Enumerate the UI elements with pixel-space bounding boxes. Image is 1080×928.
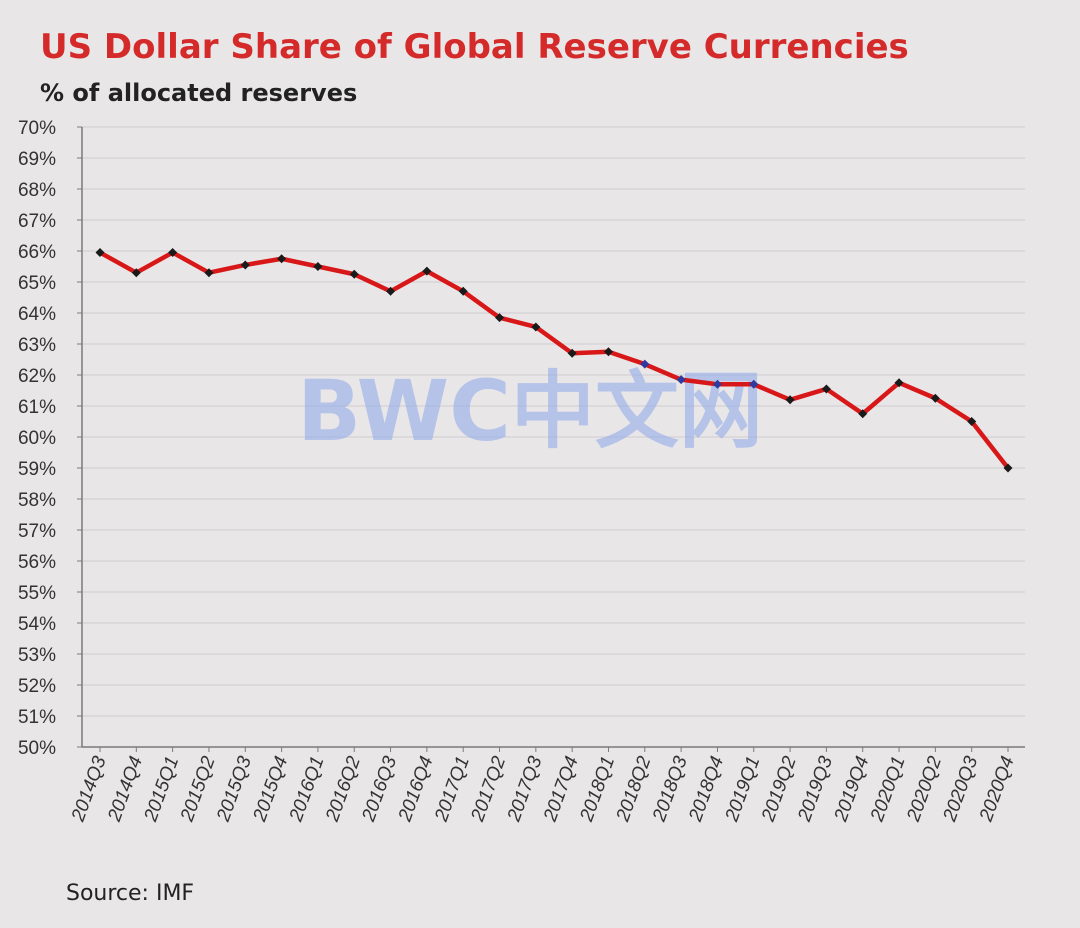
y-tick-label: 68% <box>18 180 56 201</box>
y-tick-label: 50% <box>18 738 56 759</box>
data-point-2019Q2 <box>785 395 795 405</box>
data-point-2015Q2 <box>204 268 214 278</box>
data-point-2016Q4 <box>422 266 432 276</box>
data-point-2019Q1 <box>749 379 759 389</box>
data-point-2019Q4 <box>858 409 868 419</box>
data-point-2014Q4 <box>131 268 141 278</box>
y-tick-label: 62% <box>18 366 56 387</box>
y-tick-label: 60% <box>18 428 56 449</box>
data-point-2018Q1 <box>603 347 613 357</box>
data-point-2017Q2 <box>495 313 505 323</box>
series-us-dollar-share <box>95 248 1013 473</box>
data-point-2020Q2 <box>930 393 940 403</box>
data-point-2018Q2 <box>640 359 650 369</box>
y-tick-label: 67% <box>18 211 56 232</box>
data-point-2016Q1 <box>313 262 323 271</box>
y-tick-label: 59% <box>18 459 56 480</box>
data-point-2020Q1 <box>894 378 904 388</box>
y-tick-label: 63% <box>18 335 56 356</box>
data-point-2019Q3 <box>821 384 831 394</box>
chart-title: US Dollar Share of Global Reserve Curren… <box>40 27 909 67</box>
data-point-2014Q3 <box>95 248 105 258</box>
data-point-2015Q1 <box>168 248 178 258</box>
data-point-2018Q3 <box>676 375 686 385</box>
data-point-2017Q4 <box>567 348 577 358</box>
y-tick-label: 54% <box>18 614 56 635</box>
y-tick-label: 53% <box>18 645 56 666</box>
chart-subtitle: % of allocated reserves <box>40 79 357 107</box>
watermark: BWC中文网 <box>297 362 763 460</box>
data-point-2016Q3 <box>386 286 396 296</box>
y-axis-tick-labels: 70% 69% 68% 67% 66% 65% 64% 63% 62% 61% 60% 59% 58% 5… <box>18 118 56 759</box>
y-tick-label: 57% <box>18 521 56 542</box>
y-tick-label: 58% <box>18 490 56 511</box>
y-tick-label: 56% <box>18 552 56 573</box>
data-point-2015Q3 <box>240 260 250 270</box>
y-tick-label: 61% <box>18 397 56 418</box>
data-point-2017Q3 <box>531 322 541 332</box>
axes <box>77 126 1025 752</box>
data-point-2018Q4 <box>712 379 722 389</box>
y-tick-label: 65% <box>18 273 56 294</box>
series-line <box>97 250 1011 471</box>
y-tick-label: 52% <box>18 676 56 697</box>
y-tick-label: 69% <box>18 149 56 170</box>
y-tick-label: 64% <box>18 304 56 325</box>
y-tick-label: 51% <box>18 707 56 728</box>
data-point-2017Q1 <box>458 286 468 296</box>
data-point-2020Q3 <box>967 417 977 426</box>
y-tick-label: 55% <box>18 583 56 604</box>
y-tick-label: 70% <box>18 118 56 139</box>
gridlines <box>82 126 1025 717</box>
y-tick-label: 66% <box>18 242 56 263</box>
data-point-2020Q4 <box>1003 463 1013 473</box>
source-note: Source: IMF <box>66 881 194 906</box>
data-point-2016Q2 <box>349 269 359 279</box>
data-point-2015Q4 <box>277 254 287 264</box>
